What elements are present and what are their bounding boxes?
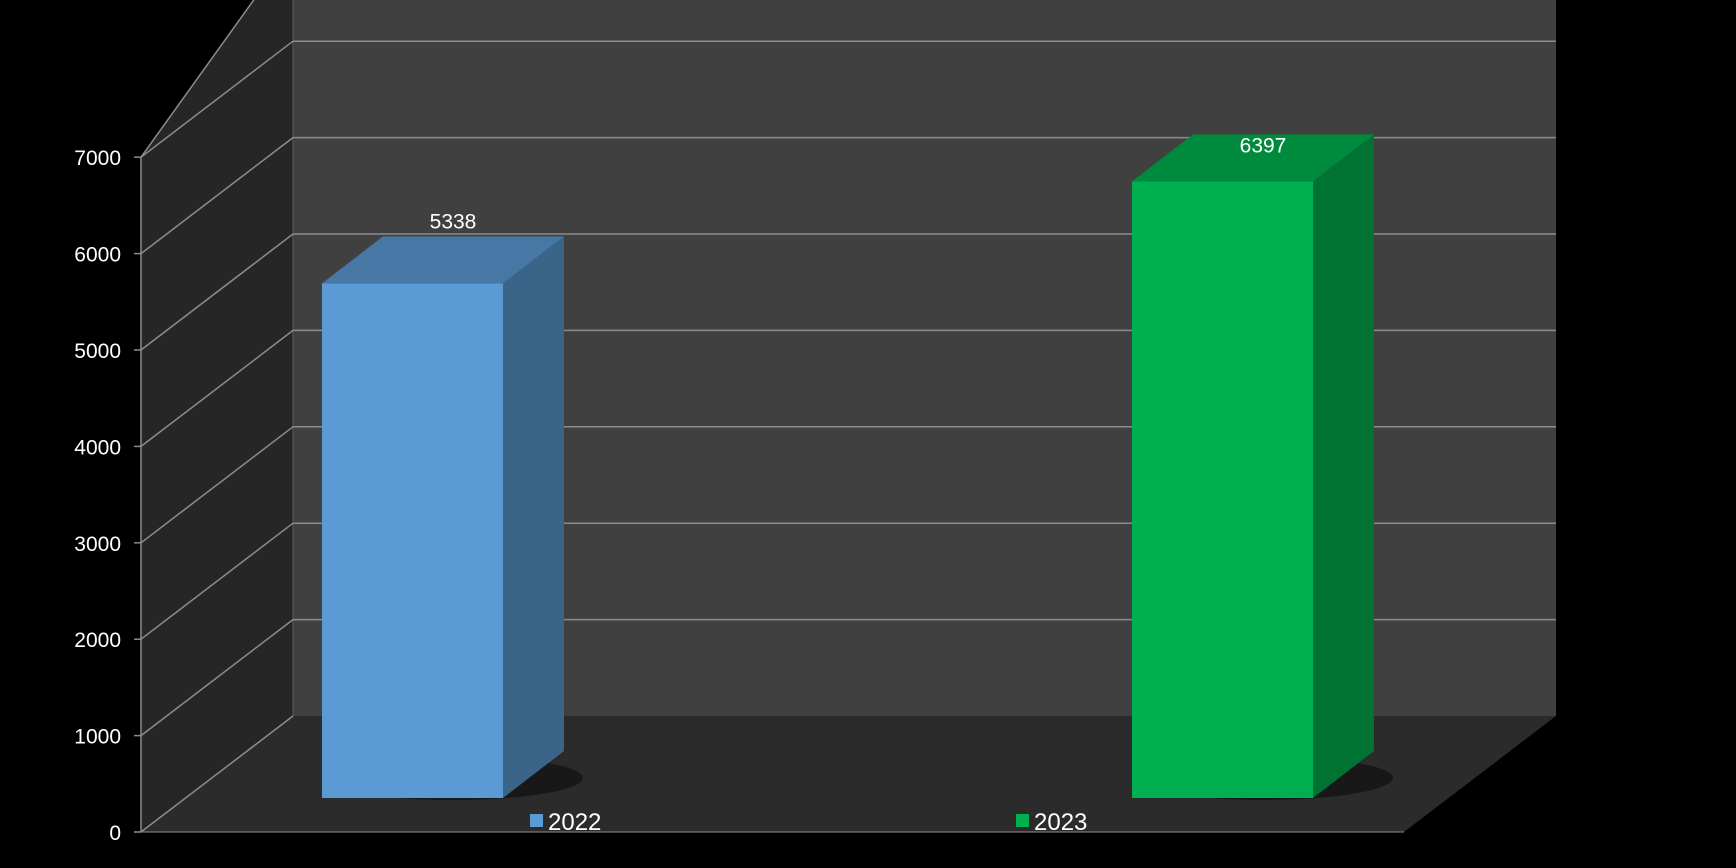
- bar-2022-side: [503, 236, 564, 798]
- data-label-2022: 5338: [430, 210, 477, 233]
- bar-2023-front: [1132, 181, 1313, 798]
- y-tick-label: 6000: [74, 244, 121, 267]
- gridline-side: [140, 40, 294, 158]
- y-tick-label: 1000: [74, 726, 121, 749]
- legend-swatch-2023: [1016, 814, 1029, 827]
- y-tick-label: 2000: [74, 629, 121, 652]
- gridline-side: [140, 715, 294, 833]
- legend-swatch-2022: [530, 814, 543, 827]
- bar-2022-top: [322, 236, 564, 284]
- y-tick-label: 4000: [74, 436, 121, 459]
- gridline-side: [140, 329, 294, 447]
- side-wall-top-edge: [140, 0, 255, 158]
- y-tick-label: 3000: [74, 533, 121, 556]
- data-label-2023: 6397: [1240, 134, 1287, 157]
- gridline-side: [140, 137, 294, 255]
- gridline-side: [140, 619, 294, 737]
- bar-2023-top: [1132, 134, 1374, 182]
- bar-2022-front: [322, 283, 503, 798]
- legend-label-2022: 2022: [548, 809, 601, 836]
- gridline-side: [140, 233, 294, 351]
- y-tick-label: 7000: [74, 147, 121, 170]
- side-wall: [141, 0, 293, 832]
- y-tick-label: 5000: [74, 340, 121, 363]
- y-tick-label: 0: [109, 822, 121, 845]
- gridline-side: [140, 522, 294, 640]
- legend-label-2023: 2023: [1034, 809, 1087, 836]
- gridline-side: [140, 426, 294, 544]
- bar-2023-side: [1313, 134, 1374, 798]
